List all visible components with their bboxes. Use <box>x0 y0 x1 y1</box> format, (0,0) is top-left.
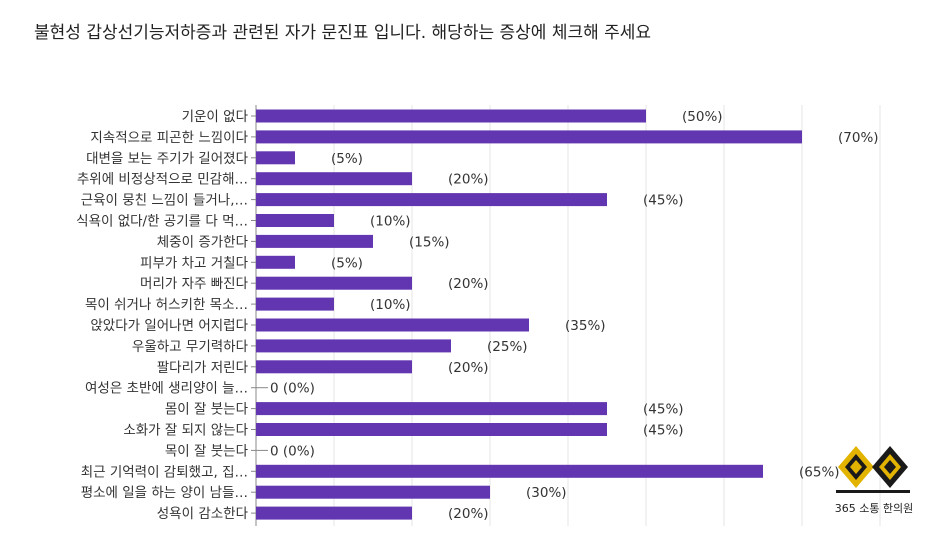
data-label: 0 (0%) <box>270 381 315 397</box>
data-label: (30%) <box>526 485 567 501</box>
clinic-logo: 365 소통 한의원 <box>832 440 916 520</box>
category-label: 대변을 보는 주기가 길어졌다 <box>86 151 248 167</box>
data-label: (45%) <box>643 423 684 439</box>
bar <box>256 464 763 478</box>
category-label: 성욕이 감소한다 <box>157 506 249 522</box>
data-label: (20%) <box>448 360 489 376</box>
page-title: 불현성 갑상선기능저하증과 관련된 자가 문진표 입니다. 해당하는 증상에 체… <box>34 23 652 43</box>
data-label: (25%) <box>487 339 528 355</box>
data-label: (50%) <box>682 109 723 125</box>
data-label: (70%) <box>838 130 879 146</box>
bar <box>256 151 295 165</box>
category-label: 근육이 뭉친 느낌이 들거나,… <box>81 193 248 209</box>
category-label: 지속적으로 피곤한 느낌이다 <box>90 130 248 146</box>
data-label: (35%) <box>565 318 606 334</box>
bar <box>256 402 607 416</box>
data-label: (65%) <box>799 464 840 480</box>
data-label: (5%) <box>331 151 363 167</box>
category-label: 팔다리가 저린다 <box>157 360 249 376</box>
diamond-seal-icon <box>836 446 910 493</box>
category-label: 목이 잘 붓는다 <box>165 443 249 459</box>
data-label: (20%) <box>448 172 489 188</box>
category-label: 피부가 차고 거칠다 <box>140 255 249 271</box>
data-label: (45%) <box>643 193 684 209</box>
data-label: (10%) <box>370 214 411 230</box>
bar <box>256 485 490 499</box>
chart-data-labels: (50%) (70%) (5%) (20%) (45%) (10%) (15%) (5%) (2… <box>270 109 879 522</box>
data-label: (20%) <box>448 276 489 292</box>
data-label: (20%) <box>448 506 489 522</box>
bar <box>256 297 334 311</box>
bar <box>256 193 607 207</box>
bar <box>256 234 373 248</box>
category-label: 여성은 초반에 생리양이 늘… <box>85 381 248 397</box>
category-label: 추위에 비정상적으로 민감해… <box>77 172 248 188</box>
bar <box>256 506 412 520</box>
bar <box>256 109 646 123</box>
bar <box>256 255 295 269</box>
category-label: 우울하고 무기력하다 <box>132 339 249 355</box>
data-label: (45%) <box>643 402 684 418</box>
chart-bars <box>256 109 802 520</box>
category-label: 평소에 일을 하는 양이 남들… <box>81 485 248 501</box>
data-label: (10%) <box>370 297 411 313</box>
category-label: 머리가 자주 빠진다 <box>140 276 249 292</box>
bar <box>256 360 412 374</box>
category-label: 소화가 잘 되지 않는다 <box>123 423 248 439</box>
bar <box>256 339 451 353</box>
data-label: 0 (0%) <box>270 443 315 459</box>
bar <box>256 276 412 290</box>
bar <box>256 318 529 332</box>
category-label: 식욕이 없다/한 공기를 다 먹… <box>76 214 248 230</box>
category-label: 몸이 잘 붓는다 <box>165 402 249 418</box>
logo-text: 365 소통 한의원 <box>834 502 914 515</box>
category-label: 체중이 증가한다 <box>157 234 249 250</box>
bar <box>256 172 412 186</box>
bar <box>256 214 334 227</box>
category-label: 기운이 없다 <box>182 109 249 125</box>
category-label: 목이 쉬거나 허스키한 목소… <box>85 297 248 313</box>
data-label: (15%) <box>409 234 450 250</box>
data-label: (5%) <box>331 255 363 271</box>
category-label: 앉았다가 일어나면 어지럽다 <box>90 318 248 334</box>
bar <box>256 130 802 144</box>
bar <box>256 423 607 436</box>
category-label: 최근 기억력이 감퇴했고, 집… <box>81 464 248 480</box>
